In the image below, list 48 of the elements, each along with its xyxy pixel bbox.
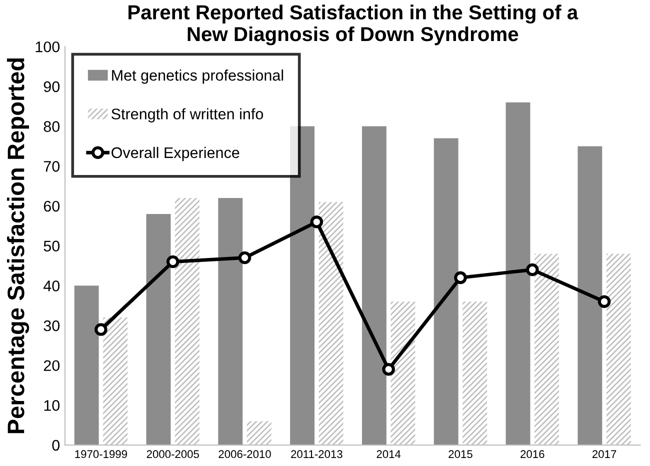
bar — [578, 146, 602, 446]
x-tick-label: 2016 — [520, 450, 544, 458]
point — [238, 251, 252, 264]
point — [94, 323, 108, 336]
point — [598, 295, 611, 308]
bar — [434, 138, 458, 446]
y-tick-label: 50 — [44, 240, 60, 252]
point — [526, 263, 539, 276]
y-tick-label: 20 — [44, 360, 60, 372]
bar — [362, 126, 386, 446]
bar — [175, 198, 200, 446]
x-tick-label: 2000-2005 — [146, 450, 199, 458]
bar — [74, 286, 99, 446]
point — [454, 271, 467, 284]
y-tick-label: 100 — [36, 41, 60, 52]
bar — [218, 198, 243, 446]
y-tick-label: 80 — [44, 121, 60, 132]
y-tick-label: 30 — [44, 320, 60, 332]
y-tick-label: 90 — [44, 81, 60, 92]
x-tick-label: 2006-2010 — [218, 450, 271, 458]
x-tick-label: 2015 — [448, 450, 472, 458]
x-tick-label: 1970-1999 — [75, 450, 127, 458]
x-tick-label: 2017 — [592, 450, 616, 458]
y-tick-label: 40 — [44, 280, 60, 292]
y-tick-label: 60 — [44, 200, 60, 212]
point — [166, 255, 180, 268]
bar — [318, 202, 344, 446]
x-tick-label: 2011-2013 — [291, 450, 342, 458]
y-tick-label: 70 — [44, 160, 60, 172]
legend-label: Strength of written info — [112, 108, 264, 122]
bar — [246, 421, 272, 446]
bar — [103, 318, 128, 446]
bar — [146, 214, 171, 446]
legend-label: Overall Experience — [112, 146, 240, 162]
x-tick-label: 2014 — [376, 450, 401, 458]
y-tick-label: 10 — [44, 400, 60, 411]
legend-label: Met genetics professional — [112, 70, 284, 84]
bar — [462, 302, 488, 446]
bar — [606, 254, 631, 446]
bar — [506, 102, 530, 446]
bar — [290, 126, 315, 446]
y-axis-title: Percentage Satisfaction Reported — [6, 58, 30, 434]
point — [310, 216, 324, 228]
bar — [534, 254, 559, 446]
y-tick-label: 0 — [52, 440, 60, 451]
bar — [390, 302, 416, 446]
point — [382, 362, 395, 376]
chart-title: Parent Reported Satisfaction in the Setting of a New Diagnosis of Down Syndrome — [128, 4, 578, 46]
